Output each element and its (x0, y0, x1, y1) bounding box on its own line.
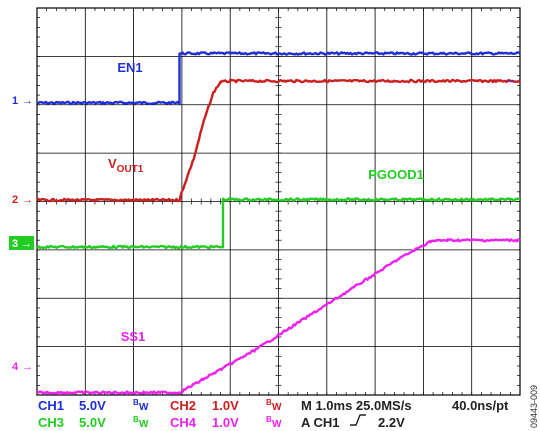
trace-ch4 (36, 238, 521, 395)
ch4-trace-label: SS1 (121, 329, 146, 344)
grid-frame (36, 7, 521, 396)
ch1-trace-label: EN1 (117, 60, 142, 75)
svg-text:B: B (266, 398, 272, 407)
ch3-ground-marker: 3 → (9, 236, 34, 250)
ch2-ground-marker: 2 → (12, 194, 33, 206)
svg-text:→: → (22, 194, 33, 206)
svg-text:B: B (133, 415, 139, 424)
trace-ch2 (36, 78, 521, 203)
svg-text:→: → (22, 361, 33, 373)
svg-text:W: W (272, 402, 282, 413)
ch2-label-main: V (108, 156, 117, 171)
ch2-label-sub: OUT1 (117, 164, 144, 175)
trigger-level: 2.2V (378, 415, 405, 430)
ch3-bandwidth-icon: B W (133, 415, 149, 430)
svg-text:→: → (22, 95, 33, 107)
ch2-scale: 1.0V (212, 398, 239, 413)
trigger-source: A CH1 (301, 415, 340, 430)
svg-text:B: B (133, 398, 139, 407)
ch3-scale: 5.0V (79, 415, 106, 430)
figure-id: 09443-009 (529, 385, 539, 428)
svg-text:W: W (139, 402, 149, 413)
svg-text:→: → (21, 238, 32, 250)
svg-text:B: B (266, 415, 272, 424)
ch1-ground-marker: 1 → (12, 95, 33, 107)
ch4-ground-marker: 4 → (12, 361, 33, 373)
scope-footer: CH1 5.0V B W CH2 1.0V B W M 1.0ms 25.0MS… (38, 398, 509, 430)
trace-ch3 (36, 197, 521, 250)
ch1-scale: 5.0V (79, 398, 106, 413)
ch2-trace-label: VOUT1 (108, 156, 144, 175)
ch4-scale: 1.0V (212, 415, 239, 430)
trigger-level-marker: ← (505, 71, 518, 86)
ch1-bandwidth-icon: B W (133, 398, 149, 413)
svg-text:2: 2 (12, 194, 18, 206)
ch4-bandwidth-icon: B W (266, 415, 282, 430)
ch1-name: CH1 (38, 398, 64, 413)
svg-text:W: W (272, 419, 282, 430)
resolution-readout: 40.0ns/pt (452, 398, 509, 413)
ch3-trace-label: PGOOD1 (368, 167, 424, 182)
rising-edge-icon (350, 414, 366, 426)
ch3-name: CH3 (38, 415, 64, 430)
svg-text:3: 3 (12, 238, 18, 250)
svg-text:4: 4 (12, 361, 19, 373)
timebase-readout: M 1.0ms 25.0MS/s (301, 398, 412, 413)
svg-text:1: 1 (12, 95, 18, 107)
ch2-bandwidth-icon: B W (266, 398, 282, 413)
trace-ch1 (36, 51, 521, 106)
scope-traces (36, 51, 521, 395)
svg-text:W: W (139, 419, 149, 430)
ch4-name: CH4 (170, 415, 197, 430)
ch2-name: CH2 (170, 398, 196, 413)
